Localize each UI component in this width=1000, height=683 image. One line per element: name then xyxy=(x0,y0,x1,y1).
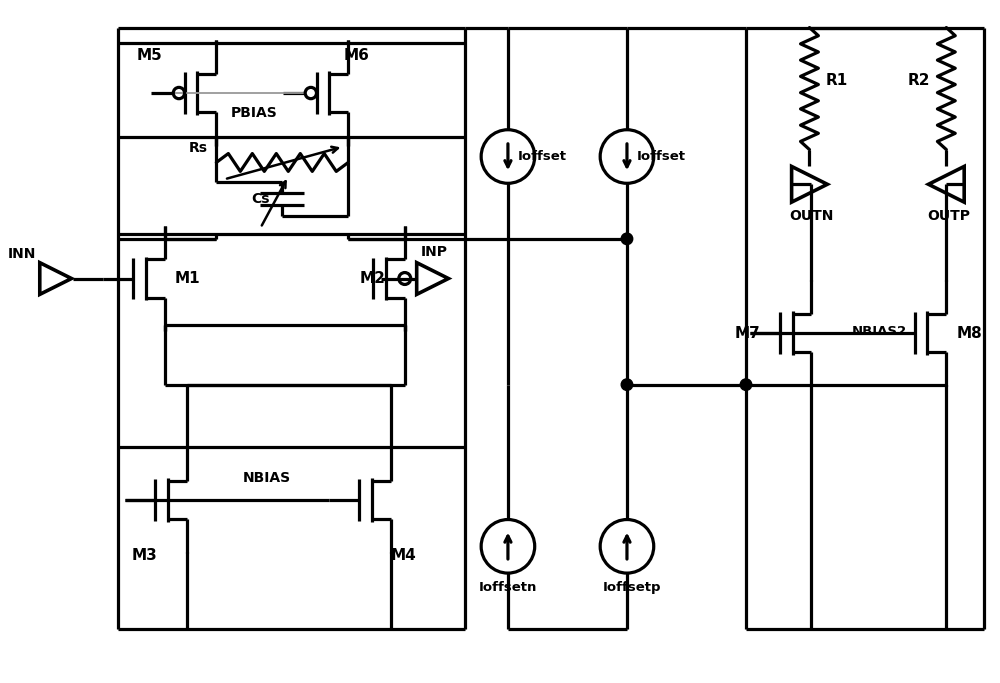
Text: NBIAS: NBIAS xyxy=(243,471,291,485)
Text: M7: M7 xyxy=(735,326,761,341)
Text: R1: R1 xyxy=(826,72,848,87)
Text: OUTP: OUTP xyxy=(927,209,970,223)
Text: R2: R2 xyxy=(907,72,930,87)
Text: M5: M5 xyxy=(137,48,163,63)
Text: Rs: Rs xyxy=(189,141,208,154)
Text: Ioffset: Ioffset xyxy=(518,150,567,163)
Text: OUTN: OUTN xyxy=(789,209,834,223)
Circle shape xyxy=(621,233,633,245)
Text: M3: M3 xyxy=(132,548,158,563)
Circle shape xyxy=(621,379,633,391)
Circle shape xyxy=(740,379,752,391)
Text: Ioffsetn: Ioffsetn xyxy=(479,581,537,594)
Text: M4: M4 xyxy=(391,548,417,563)
Text: Ioffsetp: Ioffsetp xyxy=(603,581,661,594)
Text: Cs: Cs xyxy=(251,192,270,206)
Text: M6: M6 xyxy=(343,48,369,63)
Text: INP: INP xyxy=(421,245,448,259)
Text: M1: M1 xyxy=(175,271,200,286)
Text: M8: M8 xyxy=(956,326,982,341)
Text: M2: M2 xyxy=(360,271,386,286)
Text: Ioffset: Ioffset xyxy=(637,150,686,163)
Text: INN: INN xyxy=(8,247,36,261)
Text: NBIAS2: NBIAS2 xyxy=(851,324,906,337)
Text: PBIAS: PBIAS xyxy=(231,106,277,120)
